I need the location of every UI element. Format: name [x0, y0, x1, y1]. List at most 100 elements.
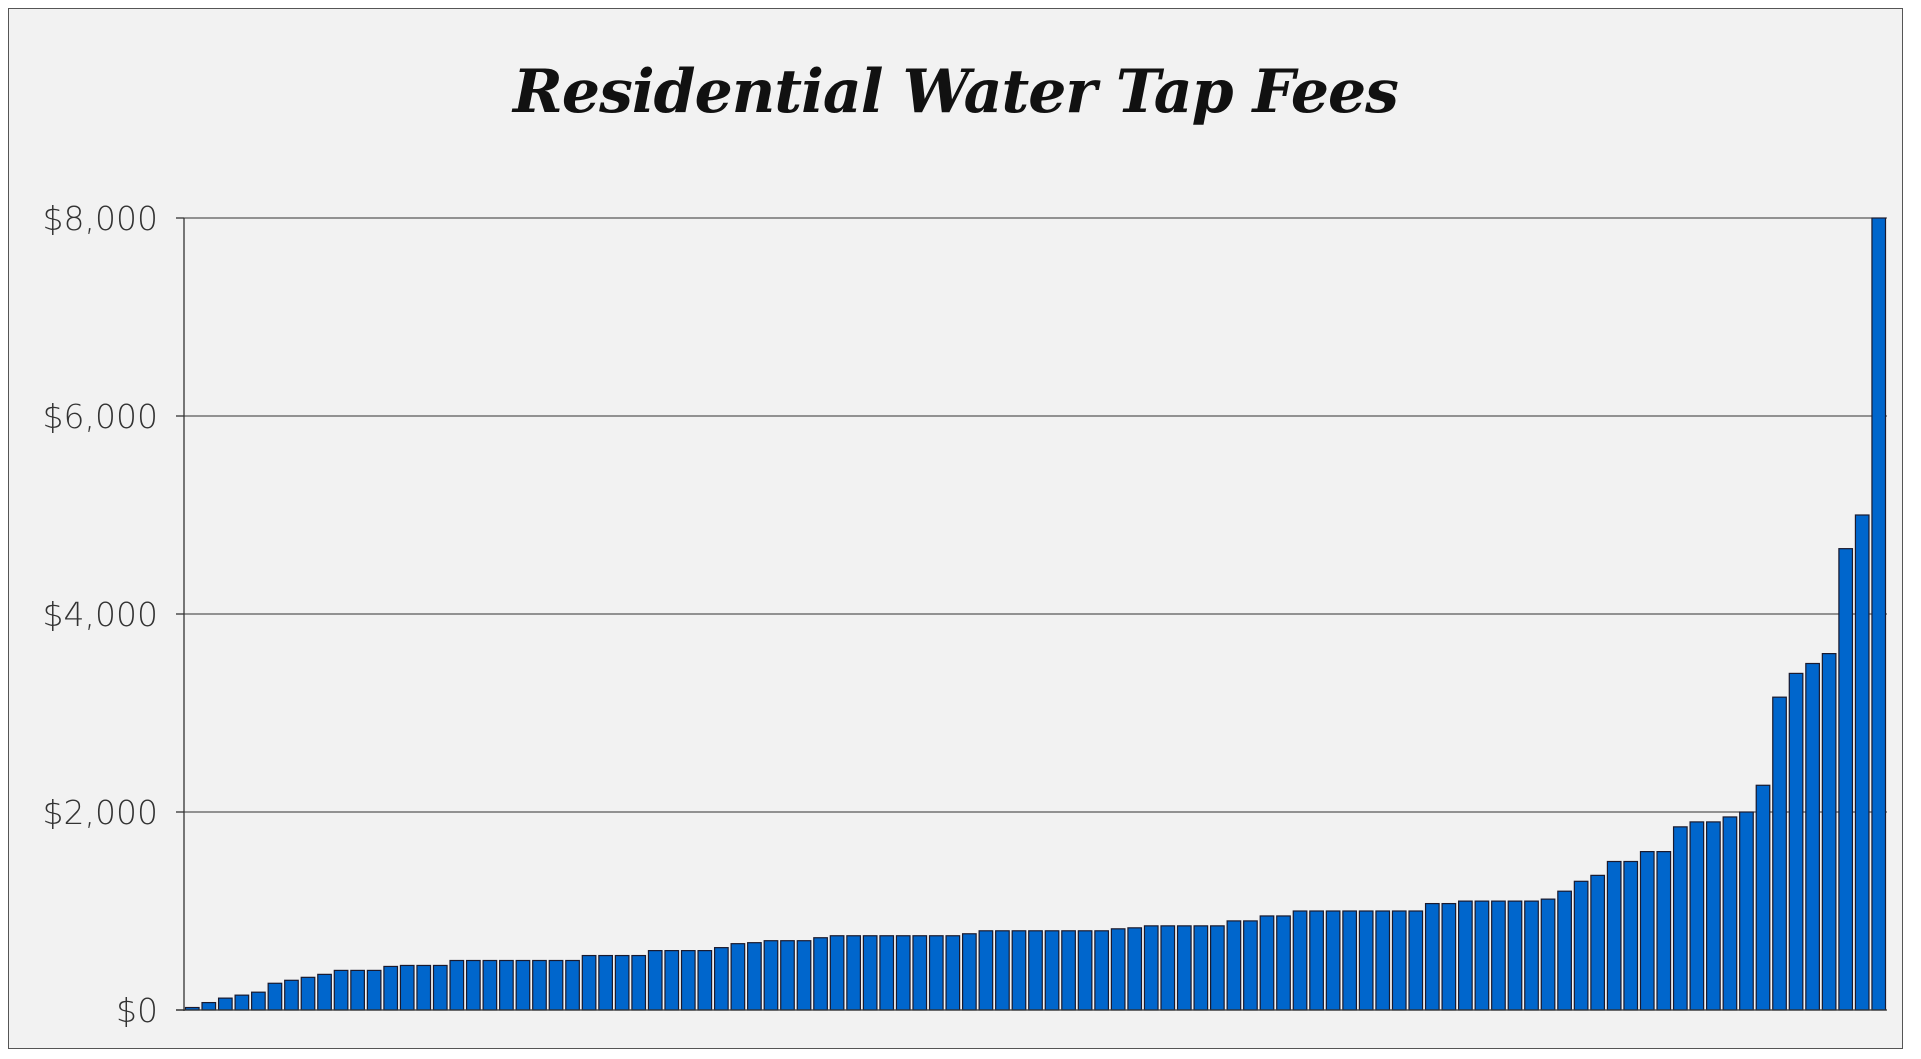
bar — [1821, 652, 1837, 1011]
bar — [1722, 816, 1738, 1011]
bar — [1706, 821, 1721, 1011]
bar — [1408, 910, 1424, 1011]
bar — [515, 959, 531, 1011]
bar — [961, 933, 977, 1011]
bar — [465, 959, 481, 1011]
bar — [1292, 910, 1308, 1011]
chart-plot: $0 $2,000 $4,000 $6,000 $8,000 — [43, 199, 1887, 1030]
bar — [1573, 880, 1589, 1011]
chart-frame: Residential Water Tap Fees $0 $2,000 $4,00… — [8, 8, 1903, 1049]
bar — [895, 935, 911, 1011]
bar — [1491, 900, 1506, 1011]
bar — [350, 969, 365, 1011]
bar — [1590, 874, 1606, 1011]
y-tick-label: $2,000 — [43, 793, 158, 832]
bar — [747, 942, 762, 1011]
bar — [664, 949, 680, 1011]
bar — [251, 991, 266, 1011]
bar — [1391, 910, 1407, 1011]
bar — [234, 994, 250, 1011]
bar — [1739, 811, 1754, 1011]
bar — [548, 959, 564, 1011]
bar — [366, 969, 382, 1011]
bar — [581, 954, 597, 1011]
bar — [614, 954, 630, 1011]
bar — [1226, 920, 1242, 1011]
bar — [1309, 910, 1324, 1011]
bar — [945, 935, 961, 1011]
bar — [399, 964, 415, 1011]
axes — [176, 217, 1887, 1011]
bar — [780, 940, 795, 1011]
bar — [598, 954, 614, 1011]
bar — [978, 930, 994, 1011]
bar — [1755, 784, 1771, 1011]
bar — [912, 935, 928, 1011]
bar — [1193, 925, 1209, 1011]
bar — [1110, 928, 1126, 1011]
bar — [1375, 910, 1391, 1011]
bar — [565, 959, 580, 1011]
bar — [647, 949, 663, 1011]
bar — [449, 959, 465, 1011]
bar — [730, 943, 746, 1011]
bar — [1557, 890, 1572, 1011]
tick-labels: $0 $2,000 $4,000 $6,000 $8,000 — [43, 199, 158, 1030]
bar — [1094, 930, 1110, 1011]
bar — [1127, 927, 1143, 1011]
bar — [1656, 850, 1672, 1011]
bar — [1871, 217, 1887, 1011]
bar — [1209, 925, 1225, 1011]
y-tick-label: $8,000 — [43, 199, 158, 238]
bar — [532, 959, 547, 1011]
bar — [267, 982, 283, 1011]
bar — [300, 976, 316, 1011]
bar — [1639, 850, 1655, 1011]
bar — [1259, 915, 1275, 1011]
bar — [1788, 672, 1804, 1011]
bar — [846, 935, 862, 1011]
bar — [1507, 900, 1523, 1011]
bar — [1772, 696, 1787, 1011]
bar — [482, 959, 498, 1011]
bar — [995, 930, 1010, 1011]
bar — [1672, 826, 1688, 1011]
bar — [1044, 930, 1060, 1011]
bar — [333, 969, 349, 1011]
bar — [813, 937, 828, 1011]
bar — [432, 964, 448, 1011]
bar — [928, 935, 944, 1011]
bar — [862, 935, 878, 1011]
bar — [1325, 910, 1341, 1011]
bar — [1474, 900, 1490, 1011]
bar — [1424, 902, 1440, 1011]
bar — [1689, 821, 1705, 1011]
bar — [1160, 925, 1176, 1011]
bar — [697, 949, 713, 1011]
bar — [1028, 930, 1043, 1011]
bar — [1540, 898, 1556, 1011]
bar — [1342, 910, 1358, 1011]
bar — [796, 940, 812, 1011]
bar — [201, 1001, 217, 1011]
bar — [763, 940, 779, 1011]
bar — [416, 964, 432, 1011]
bar — [499, 959, 514, 1011]
bar — [1276, 915, 1291, 1011]
chart-title: Residential Water Tap Fees — [513, 57, 1399, 127]
bar — [317, 973, 332, 1011]
bar — [383, 965, 399, 1011]
bar — [1441, 902, 1457, 1011]
bar — [631, 954, 647, 1011]
bar — [1524, 900, 1539, 1011]
bar — [680, 949, 696, 1011]
bar — [1143, 925, 1159, 1011]
gridlines — [184, 217, 1887, 813]
bar — [1623, 860, 1639, 1011]
bar — [1854, 514, 1870, 1011]
bar — [1077, 930, 1093, 1011]
y-tick-label: $0 — [116, 991, 158, 1030]
bar — [1176, 925, 1192, 1011]
y-tick-label: $6,000 — [43, 397, 158, 436]
bar — [1358, 910, 1374, 1011]
